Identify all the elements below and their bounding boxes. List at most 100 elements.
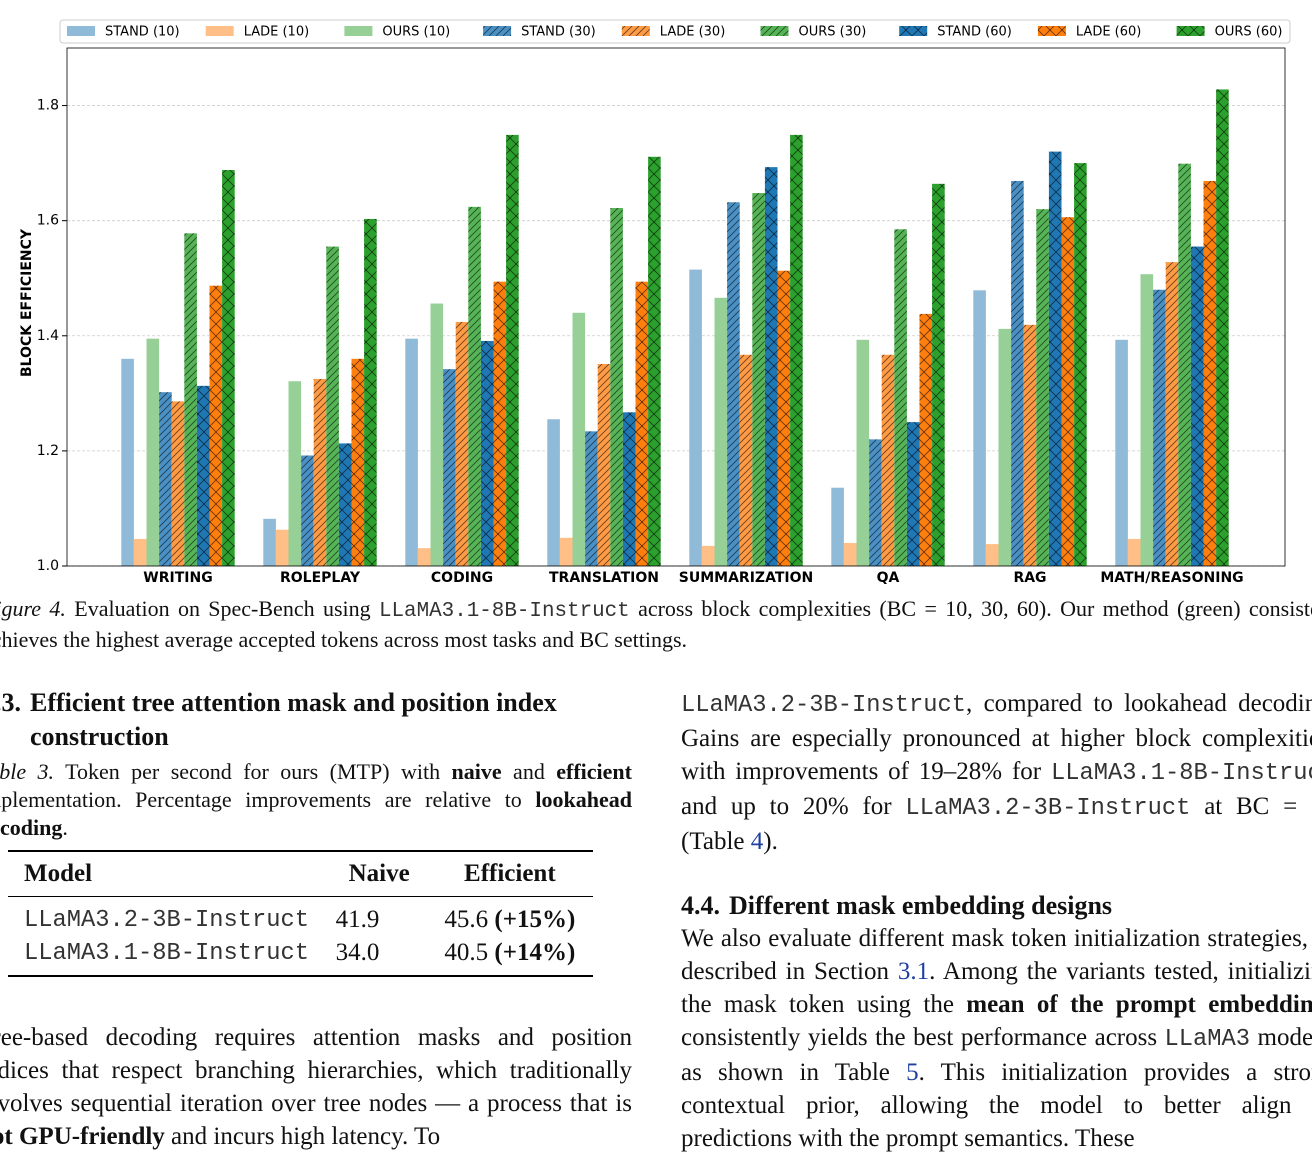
text-run[interactable]: 3.1 <box>897 958 930 985</box>
x-tick-label: CODING <box>431 570 493 586</box>
table-cell: 34.0 <box>335 938 380 966</box>
bar <box>184 233 197 566</box>
legend-swatch <box>1037 26 1066 36</box>
bar <box>1074 163 1087 566</box>
bar <box>635 281 649 566</box>
x-tick-label: SUMMARIZATION <box>679 570 813 586</box>
bar <box>843 542 857 566</box>
bar <box>906 422 920 566</box>
section-heading: 4.4. Different mask embedding designs <box>681 889 1312 923</box>
text-run: mean of the prompt embeddings <box>966 991 1312 1018</box>
y-tick-label: 1.6 <box>37 213 59 229</box>
bar <box>1115 339 1128 566</box>
bar <box>701 545 715 566</box>
table-wrap: Model Naive Efficient LLaMA3.2-3B-Instru… <box>8 850 593 977</box>
table: Model Naive Efficient LLaMA3.2-3B-Instru… <box>8 852 593 969</box>
plot-frame <box>66 47 1286 567</box>
bar <box>739 354 753 566</box>
text-run: . <box>62 815 68 840</box>
legend-swatch <box>621 26 650 36</box>
bar <box>417 548 431 566</box>
bar <box>313 378 327 566</box>
bar <box>831 487 844 566</box>
chart: 1.0 1.2 1.4 1.6 1.8 BLOCK EFFICIENCY WRITING RO… <box>19 19 1291 586</box>
bar <box>547 419 560 566</box>
bar <box>597 363 611 566</box>
bar <box>1011 180 1024 566</box>
bar <box>1023 324 1037 566</box>
figure-caption: Figure 4. Evaluation on Spec-Bench using… <box>0 595 1312 654</box>
bar <box>856 339 870 566</box>
table-cell: LLaMA3.1-8B-Instruct <box>24 940 310 967</box>
text-run[interactable]: 5 <box>906 1059 919 1086</box>
text-run: at BC = 60 (Table <box>681 793 1312 855</box>
bar <box>585 431 598 566</box>
paragraph: LLaMA3.2-3B-Instruct, compared to lookah… <box>681 687 1312 858</box>
bar <box>764 167 778 566</box>
text-run: and <box>501 759 557 784</box>
bar <box>159 392 172 566</box>
bar <box>1127 538 1141 566</box>
table-cell: 45.6 <box>444 905 489 933</box>
legend-label: STAND (10) <box>105 25 180 40</box>
y-tick-label: 1.8 <box>37 98 59 114</box>
legend-swatch <box>1176 26 1205 36</box>
x-tick-label: QA <box>877 570 900 586</box>
bar <box>998 328 1012 566</box>
bar <box>1216 89 1229 566</box>
table-cell: LLaMA3.2-3B-Instruct <box>24 907 310 934</box>
bar <box>1203 180 1217 566</box>
legend-swatch <box>483 26 512 36</box>
text-run: efficient <box>556 759 632 784</box>
legend-swatch <box>899 26 928 36</box>
section-title: Different mask embedding designs <box>729 891 1113 920</box>
bar <box>209 285 223 566</box>
text-run: implementation. Percentage improvements … <box>0 787 536 812</box>
text-run: Tree-based decoding requires attention m… <box>0 1024 632 1117</box>
bar <box>133 538 147 566</box>
bar <box>263 518 276 566</box>
paragraph: We also evaluate different mask token in… <box>681 922 1312 1154</box>
y-tick-label: 1.4 <box>37 328 59 344</box>
text-run: and up to 20% for <box>681 793 906 820</box>
legend-label: LADE (60) <box>1076 25 1141 40</box>
text-run[interactable]: 4 <box>750 828 764 855</box>
bar <box>727 202 740 566</box>
text-run: Token per second for ours (MTP) with <box>54 759 452 784</box>
y-tick-label: 1.2 <box>37 443 59 459</box>
text-run: consistently yields the best performance… <box>681 1024 1165 1051</box>
text-run: , compared to lookahead decoding. Gains … <box>681 690 1312 785</box>
legend-swatch <box>760 26 789 36</box>
paragraph: Tree-based decoding requires attention m… <box>0 1021 632 1153</box>
bar <box>121 358 134 566</box>
x-tick-label: ROLEPLAY <box>280 570 361 586</box>
x-tick-label: TRANSLATION <box>549 570 659 586</box>
bar <box>559 537 573 566</box>
bar <box>275 529 289 566</box>
text-run: LLaMA3.1-8B-Instruct <box>1050 760 1312 787</box>
text-run: ). <box>763 828 778 855</box>
bar <box>493 281 507 566</box>
text-run: not GPU-friendly <box>0 1123 165 1150</box>
legend-label: OURS (60) <box>1215 25 1283 40</box>
text-run: Figure 4. <box>0 596 66 621</box>
text-run: and incurs high latency. To <box>164 1123 441 1150</box>
bar <box>985 544 999 566</box>
text-run: Table 3. <box>0 759 55 784</box>
bar <box>326 246 339 567</box>
text-run: We also evaluate different mask token in… <box>681 925 1312 985</box>
x-tick-label: RAG <box>1013 570 1046 586</box>
bar <box>869 439 882 566</box>
bar <box>196 385 210 566</box>
text-run: LLaMA3.2-3B-Instruct <box>681 692 967 719</box>
legend-label: STAND (30) <box>521 25 596 40</box>
legend-swatch <box>205 26 234 36</box>
y-axis-label: BLOCK EFFICIENCY <box>19 228 35 377</box>
legend-label: STAND (60) <box>937 25 1012 40</box>
bar <box>351 358 365 566</box>
bar <box>1036 209 1049 566</box>
legend-label: OURS (10) <box>382 25 450 40</box>
bar <box>622 412 636 566</box>
bar <box>288 381 302 566</box>
